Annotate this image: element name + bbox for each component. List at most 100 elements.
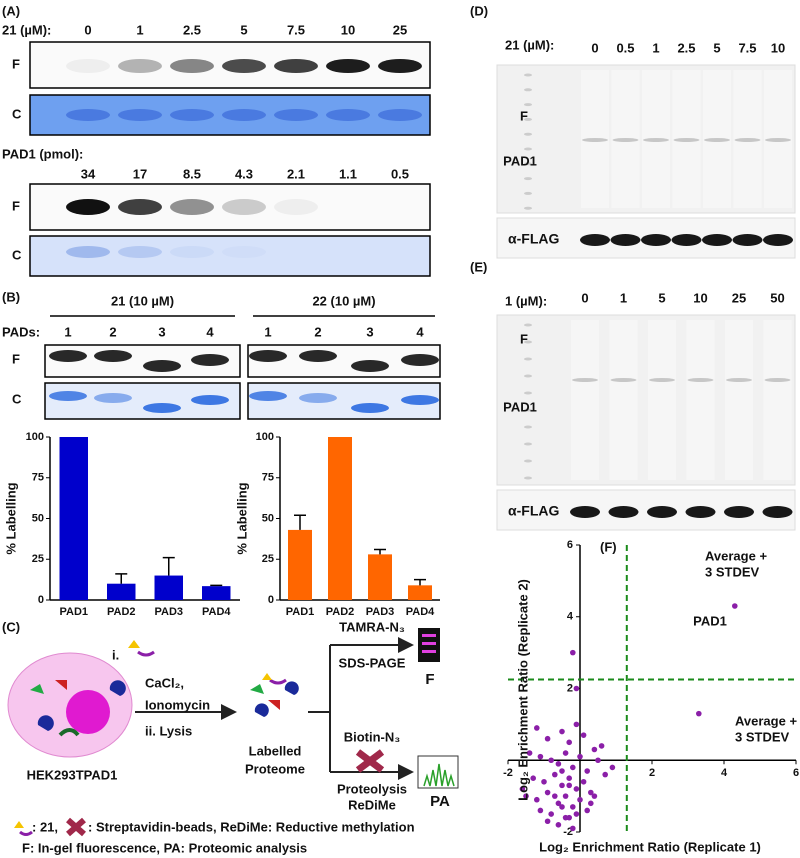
x-tick-label: PAD4 bbox=[202, 606, 231, 618]
point bbox=[530, 775, 536, 781]
band bbox=[351, 403, 389, 413]
label: 5 bbox=[658, 290, 665, 305]
label: Labelled bbox=[249, 743, 302, 758]
band bbox=[612, 138, 639, 142]
label: 0.5 bbox=[616, 40, 634, 55]
band bbox=[524, 73, 532, 77]
point bbox=[588, 800, 594, 807]
point bbox=[566, 782, 572, 789]
band bbox=[524, 442, 532, 446]
band bbox=[643, 138, 669, 142]
band bbox=[763, 234, 793, 246]
point bbox=[559, 768, 565, 774]
band bbox=[610, 378, 637, 382]
point bbox=[573, 786, 580, 792]
point bbox=[548, 811, 554, 817]
point bbox=[534, 725, 540, 731]
label: CaCl₂, bbox=[145, 675, 184, 690]
band bbox=[764, 378, 791, 382]
x-tick-label: 6 bbox=[793, 767, 799, 779]
band bbox=[191, 395, 229, 405]
label: 1.1 bbox=[339, 166, 357, 181]
schematic bbox=[7, 628, 459, 837]
y-tick-label: 25 bbox=[32, 553, 44, 565]
error-bar bbox=[115, 573, 128, 584]
band bbox=[649, 378, 675, 382]
error-bar bbox=[414, 578, 426, 586]
label: 2 bbox=[314, 324, 321, 339]
group-label: 22 (10 µM) bbox=[312, 293, 375, 308]
point bbox=[559, 804, 565, 810]
y-tick-label: 50 bbox=[262, 512, 274, 524]
label: (C) bbox=[2, 619, 20, 634]
bar bbox=[154, 575, 183, 600]
band bbox=[191, 354, 229, 366]
label: 0 bbox=[581, 290, 588, 305]
point bbox=[555, 761, 562, 767]
band bbox=[732, 234, 763, 246]
label: 4.3 bbox=[235, 166, 253, 181]
label: 4 bbox=[416, 324, 424, 339]
point bbox=[562, 793, 569, 799]
x-tick-label: 2 bbox=[649, 767, 655, 779]
band bbox=[66, 59, 110, 73]
label: 17 bbox=[133, 166, 147, 181]
band bbox=[222, 199, 266, 215]
bar bbox=[368, 554, 392, 600]
annotation: 3 STDEV bbox=[735, 729, 790, 744]
band bbox=[647, 506, 677, 518]
point bbox=[562, 814, 569, 821]
error-bar bbox=[210, 584, 223, 587]
point bbox=[534, 796, 540, 803]
label: Ionomycin bbox=[145, 697, 210, 712]
band bbox=[118, 199, 162, 215]
x-tick-label: PAD1 bbox=[59, 606, 88, 618]
point bbox=[577, 796, 583, 803]
point bbox=[577, 753, 583, 760]
target-label: PAD1 bbox=[503, 153, 537, 168]
band bbox=[608, 506, 639, 518]
band bbox=[524, 103, 532, 107]
band bbox=[299, 350, 337, 362]
band bbox=[401, 354, 439, 366]
y-tick-label: 2 bbox=[567, 682, 573, 694]
lane bbox=[686, 320, 715, 480]
bar bbox=[59, 437, 88, 600]
band bbox=[222, 246, 266, 258]
label: i. bbox=[112, 647, 119, 662]
label: 0 bbox=[591, 40, 598, 55]
band bbox=[49, 350, 87, 362]
label: 1 (µM): bbox=[505, 293, 547, 308]
point bbox=[559, 782, 565, 789]
band bbox=[274, 59, 318, 73]
band bbox=[524, 408, 532, 412]
bar bbox=[107, 583, 136, 600]
x-tick-label: PAD2 bbox=[107, 606, 136, 618]
label: 21 (µM): bbox=[2, 22, 51, 37]
band bbox=[378, 59, 422, 73]
band bbox=[524, 206, 532, 210]
bar bbox=[288, 529, 312, 600]
label: 5 bbox=[713, 40, 720, 55]
label: 4 bbox=[206, 324, 214, 339]
band bbox=[143, 403, 181, 413]
label: 8.5 bbox=[183, 166, 201, 181]
y-tick-label: 50 bbox=[32, 512, 44, 524]
lane bbox=[581, 70, 609, 208]
y-tick-label: -2 bbox=[563, 826, 573, 838]
point bbox=[523, 793, 529, 799]
band bbox=[524, 340, 532, 344]
label: 7.5 bbox=[738, 40, 756, 55]
band bbox=[274, 109, 318, 121]
band bbox=[704, 138, 730, 142]
band bbox=[249, 391, 287, 401]
point bbox=[555, 800, 562, 807]
label: C bbox=[12, 247, 22, 262]
gel bbox=[496, 314, 796, 486]
blot-label: α-FLAG bbox=[508, 503, 559, 519]
point bbox=[584, 768, 590, 774]
band bbox=[49, 391, 87, 401]
band bbox=[524, 132, 532, 136]
label: HEK293TPAD1 bbox=[27, 767, 118, 782]
point bbox=[591, 746, 598, 753]
